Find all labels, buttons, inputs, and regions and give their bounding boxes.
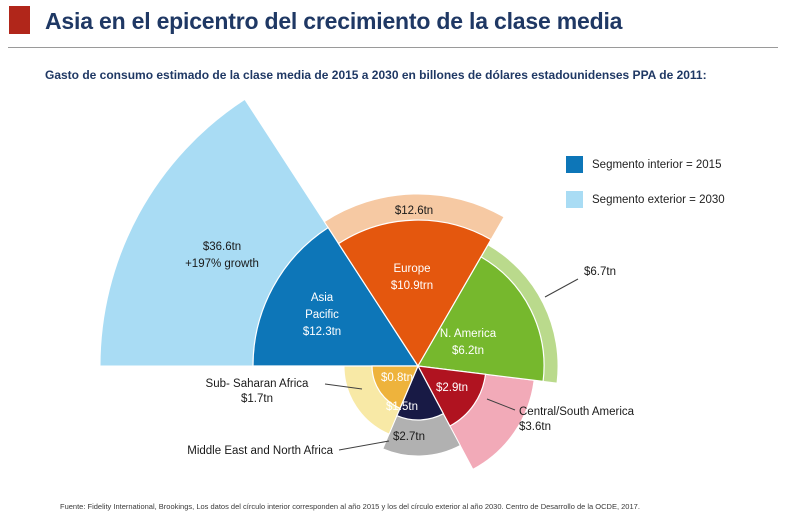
wedge-europe-2015 bbox=[337, 219, 492, 368]
callout-central-south-america: Central/South America $3.6tn bbox=[519, 406, 635, 433]
label-europe-2030: $12.6tn bbox=[395, 205, 433, 217]
label-central-south-america-2015: $2.9tn bbox=[436, 382, 468, 394]
title-divider bbox=[8, 47, 778, 48]
label-middle-east-and-north-africa-2030: $2.7tn bbox=[393, 431, 425, 443]
legend: Segmento interior = 2015 Segmento exteri… bbox=[566, 156, 725, 226]
wedge-middle-east-and-north-africa-2015 bbox=[396, 364, 445, 421]
label-asia-pacific-2015: Asia Pacific $12.3tn bbox=[303, 292, 341, 338]
callout-sub-saharan-africa: Sub- Saharan Africa $1.7tn bbox=[206, 378, 310, 405]
label-n-america-2015: N. America $6.2tn bbox=[440, 328, 497, 357]
source-note: Fuente: Fidelity International, Brooking… bbox=[60, 502, 640, 511]
wedge-sub-saharan-africa-2015 bbox=[371, 365, 419, 410]
wedge-n-america-2015 bbox=[417, 256, 545, 383]
legend-item-inner-2015: Segmento interior = 2015 bbox=[566, 156, 725, 173]
legend-label-2015: Segmento interior = 2015 bbox=[592, 158, 722, 171]
leader-line-sub-saharan-africa bbox=[324, 383, 363, 390]
wedge-asia-pacific-2015 bbox=[252, 226, 420, 367]
label-europe-2015: Europe $10.9trn bbox=[391, 263, 433, 292]
page-title: Asia en el epicentro del crecimiento de … bbox=[45, 8, 623, 34]
callout-middle-east-and-north-africa: Middle East and North Africa bbox=[187, 445, 333, 457]
legend-item-outer-2030: Segmento exterior = 2030 bbox=[566, 191, 725, 208]
legend-label-2030: Segmento exterior = 2030 bbox=[592, 193, 725, 206]
label-sub-saharan-africa-2015: $0.8tn bbox=[381, 372, 413, 384]
leader-line-central-south-america bbox=[486, 398, 516, 411]
chart-subtitle: Gasto de consumo estimado de la clase me… bbox=[45, 68, 707, 82]
callout-n-america: $6.7tn bbox=[584, 266, 616, 278]
wedge-central-south-america-2015 bbox=[416, 365, 487, 427]
legend-swatch-2015 bbox=[566, 156, 583, 173]
leader-line-n-america bbox=[544, 278, 579, 298]
leader-line-middle-east-and-north-africa bbox=[338, 440, 390, 451]
title-accent-square bbox=[9, 6, 30, 34]
legend-swatch-2030 bbox=[566, 191, 583, 208]
label-middle-east-and-north-africa-2015: $1.5tn bbox=[386, 401, 418, 413]
label-asia-pacific-2030: $36.6tn +197% growth bbox=[185, 241, 259, 270]
